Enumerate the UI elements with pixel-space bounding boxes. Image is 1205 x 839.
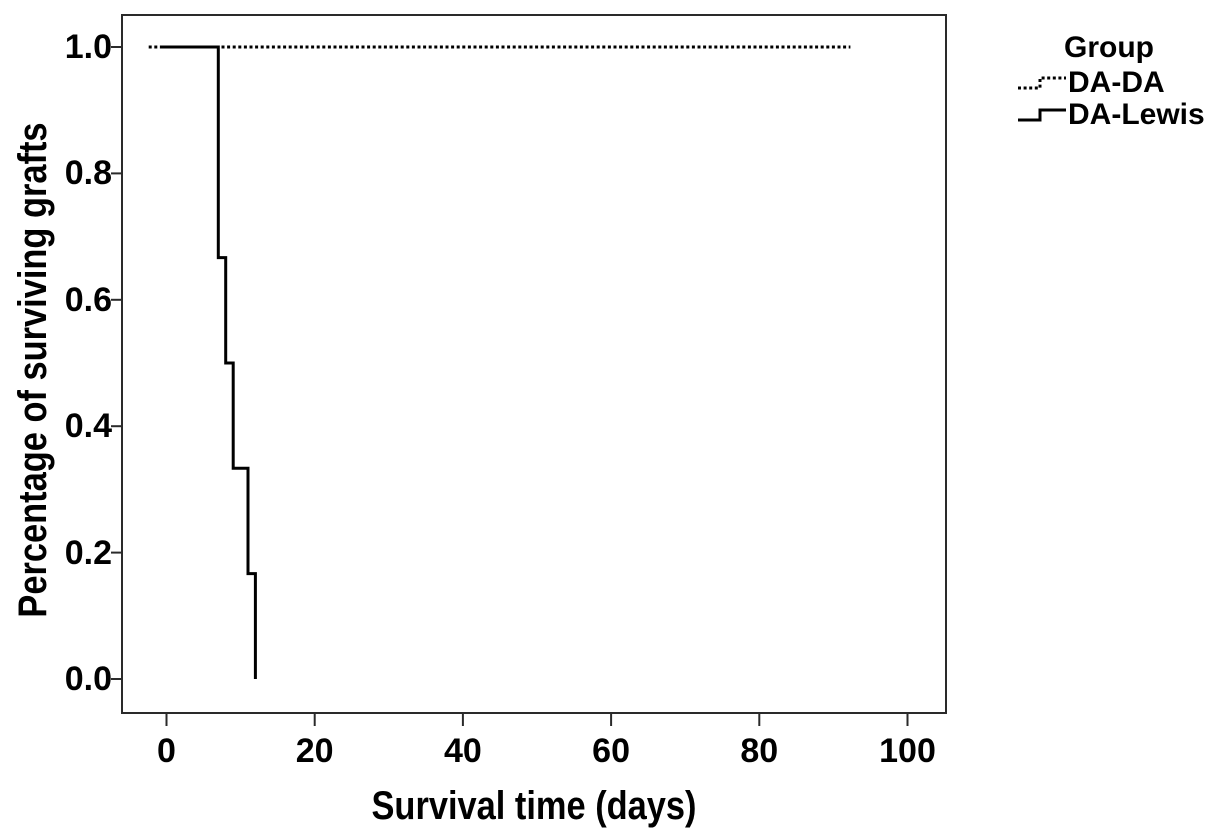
- x-tick-label: 20: [295, 732, 334, 770]
- x-axis-title: Survival time (days): [371, 784, 697, 828]
- x-tick-label: 0: [157, 732, 176, 770]
- plot-border: [121, 14, 947, 714]
- x-tick-label: 60: [592, 732, 631, 770]
- legend: Group DA-DA DA-Lewis: [1016, 31, 1205, 131]
- dotted-step-line-icon: [1018, 76, 1066, 90]
- y-tick-label: 0.8: [64, 154, 112, 193]
- legend-title: Group: [1064, 31, 1154, 64]
- y-tick-label: 0.4: [64, 407, 112, 446]
- legend-entry-da-da: DA-DA: [1016, 67, 1202, 99]
- y-axis-title: Percentage of surviving grafts: [11, 122, 55, 618]
- y-tick-label: 0.6: [64, 280, 112, 319]
- series-line-da-lewis: [162, 45, 257, 679]
- x-tick-label: 80: [740, 732, 779, 770]
- legend-label-da-lewis: DA-Lewis: [1068, 98, 1205, 131]
- legend-entry-da-lewis: DA-Lewis: [1016, 98, 1205, 131]
- solid-step-line-icon: [1018, 108, 1066, 122]
- y-tick-label: 0.2: [64, 533, 112, 572]
- y-tick-label: 1.0: [64, 28, 112, 66]
- x-tick-label: 100: [879, 732, 936, 770]
- x-tick-label: 40: [443, 732, 482, 770]
- legend-label-da-da: DA-DA: [1068, 66, 1165, 99]
- y-tick-label: 0.0: [64, 660, 112, 698]
